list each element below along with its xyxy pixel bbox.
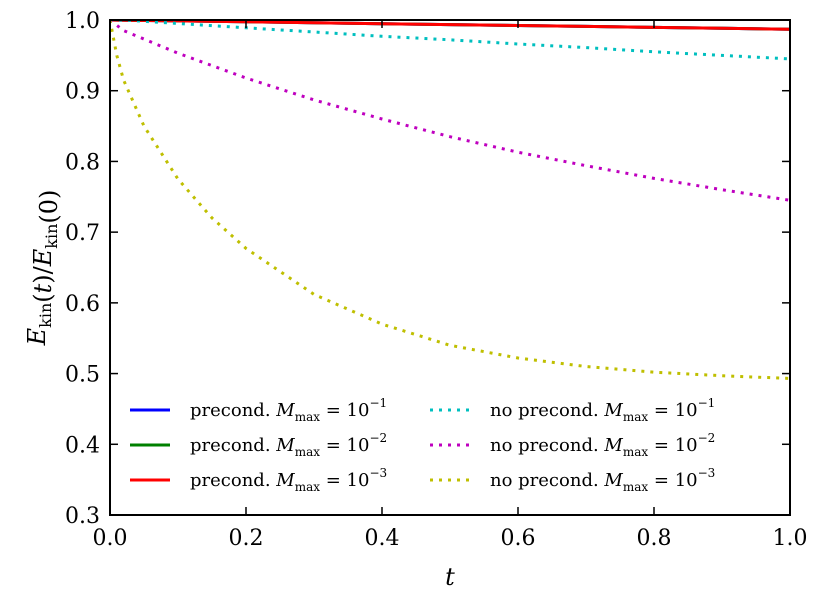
- x-tick-label: 0.0: [93, 526, 128, 551]
- y-axis-label: Ekin(t)/Ekin(0): [23, 190, 63, 347]
- series-line-3: [110, 20, 790, 31]
- legend-label: no precond. Mmax = 10−1: [490, 396, 715, 424]
- y-tick-label: 0.3: [65, 504, 100, 529]
- x-tick-label: 0.4: [365, 526, 400, 551]
- series-line-6: [110, 20, 790, 380]
- y-axis-label-text: Ekin(t)/Ekin(0): [23, 190, 63, 347]
- x-tick-label: 0.8: [637, 526, 672, 551]
- x-tick-label: 1.0: [773, 526, 808, 551]
- y-tick-label: 0.7: [65, 221, 100, 246]
- x-tick-label: 0.2: [229, 526, 264, 551]
- legend-item-5: no precond. Mmax = 10−2: [430, 431, 715, 459]
- legend-label: precond. Mmax = 10−3: [190, 466, 387, 494]
- series-layer: [110, 20, 790, 380]
- y-tick-label: 0.5: [65, 363, 100, 388]
- legend-item-3: precond. Mmax = 10−3: [130, 466, 387, 494]
- y-tick-label: 1.0: [65, 9, 100, 34]
- legend-label: no precond. Mmax = 10−2: [490, 431, 715, 459]
- legend-label: precond. Mmax = 10−1: [190, 396, 387, 424]
- legend-item-2: precond. Mmax = 10−2: [130, 431, 387, 459]
- ticks-layer: 0.0 0.2 0.4 0.6 0.8 1.0 0.3 0.4 0.5 0.6 0.7 0.8 0.9 1…: [65, 9, 808, 551]
- y-tick-label: 0.9: [65, 80, 100, 105]
- y-tick-label: 0.6: [65, 292, 100, 317]
- legend-item-1: precond. Mmax = 10−1: [130, 396, 387, 424]
- series-line-5: [110, 20, 790, 202]
- legend-item-6: no precond. Mmax = 10−3: [430, 466, 715, 494]
- legend: precond. Mmax = 10−1 precond. Mmax = 10−2…: [130, 396, 715, 494]
- y-tick-label: 0.4: [65, 433, 100, 458]
- x-axis-label: t: [445, 563, 455, 591]
- y-tick-label: 0.8: [65, 150, 100, 175]
- legend-label: precond. Mmax = 10−2: [190, 431, 387, 459]
- legend-label: no precond. Mmax = 10−3: [490, 466, 715, 494]
- legend-item-4: no precond. Mmax = 10−1: [430, 396, 715, 424]
- axes-frame: [109, 19, 791, 516]
- series-line-4: [110, 20, 790, 61]
- x-tick-label: 0.6: [501, 526, 536, 551]
